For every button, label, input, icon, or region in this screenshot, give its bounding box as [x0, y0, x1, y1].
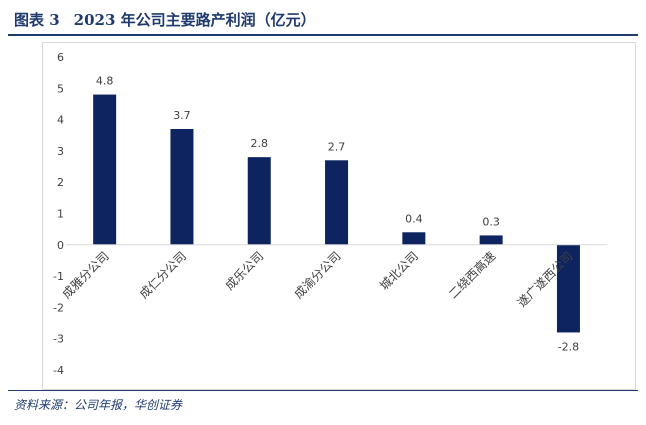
category-label: 成仁分公司 — [137, 249, 189, 301]
y-tick-label: 1 — [57, 208, 64, 221]
data-label: 3.7 — [173, 109, 191, 122]
category-label: 城北公司 — [377, 249, 421, 293]
data-label: -2.8 — [558, 340, 579, 353]
bar-series — [93, 94, 580, 333]
figure-header: 图表 3 2023 年公司主要路产利润（亿元） — [8, 6, 638, 36]
y-tick-label: -3 — [53, 333, 64, 346]
y-tick-label: 0 — [57, 239, 64, 252]
figure-title: 图表 3 2023 年公司主要路产利润（亿元） — [14, 9, 316, 30]
data-label: 4.8 — [96, 75, 114, 88]
source-note: 资料来源：公司年报，华创证券 — [14, 398, 183, 412]
data-label: 2.7 — [328, 140, 346, 153]
bar — [479, 235, 503, 245]
y-tick-label: -1 — [53, 270, 64, 283]
data-label: 2.8 — [251, 137, 269, 150]
y-tick-label: 2 — [57, 176, 64, 189]
x-axis-category-labels: 成雅分公司 成仁分公司 成乐公司 成渝分公司 城北公司 二绕西高速 遂广遂西公司 — [59, 248, 576, 310]
data-label: 0.3 — [482, 215, 500, 228]
category-label: 二绕西高速 — [445, 248, 498, 301]
y-tick-label: -2 — [53, 301, 64, 314]
figure-title-text: 2023 年公司主要路产利润（亿元） — [73, 11, 316, 29]
category-label: 成渝分公司 — [291, 248, 344, 301]
data-label: 0.4 — [405, 212, 423, 225]
category-label: 成雅分公司 — [59, 248, 112, 301]
y-tick-label: 5 — [57, 82, 64, 95]
y-tick-label: 4 — [57, 114, 64, 127]
data-labels: 4.8 3.7 2.8 2.7 0.4 0.3 -2.8 — [96, 75, 579, 354]
bar — [556, 244, 580, 333]
bar — [247, 157, 271, 245]
bar — [93, 94, 117, 245]
figure-label: 图表 3 — [14, 11, 60, 29]
y-tick-label: 6 — [57, 51, 64, 64]
y-tick-label: -4 — [53, 364, 64, 377]
bar — [170, 128, 194, 245]
category-label: 成乐公司 — [223, 249, 267, 293]
figure-footer: 资料来源：公司年报，华创证券 — [8, 390, 638, 418]
bar — [325, 160, 349, 245]
y-axis: 6 5 4 3 2 1 0 -1 -2 -3 -4 — [53, 51, 64, 377]
bar — [402, 232, 426, 245]
y-tick-label: 3 — [57, 145, 64, 158]
